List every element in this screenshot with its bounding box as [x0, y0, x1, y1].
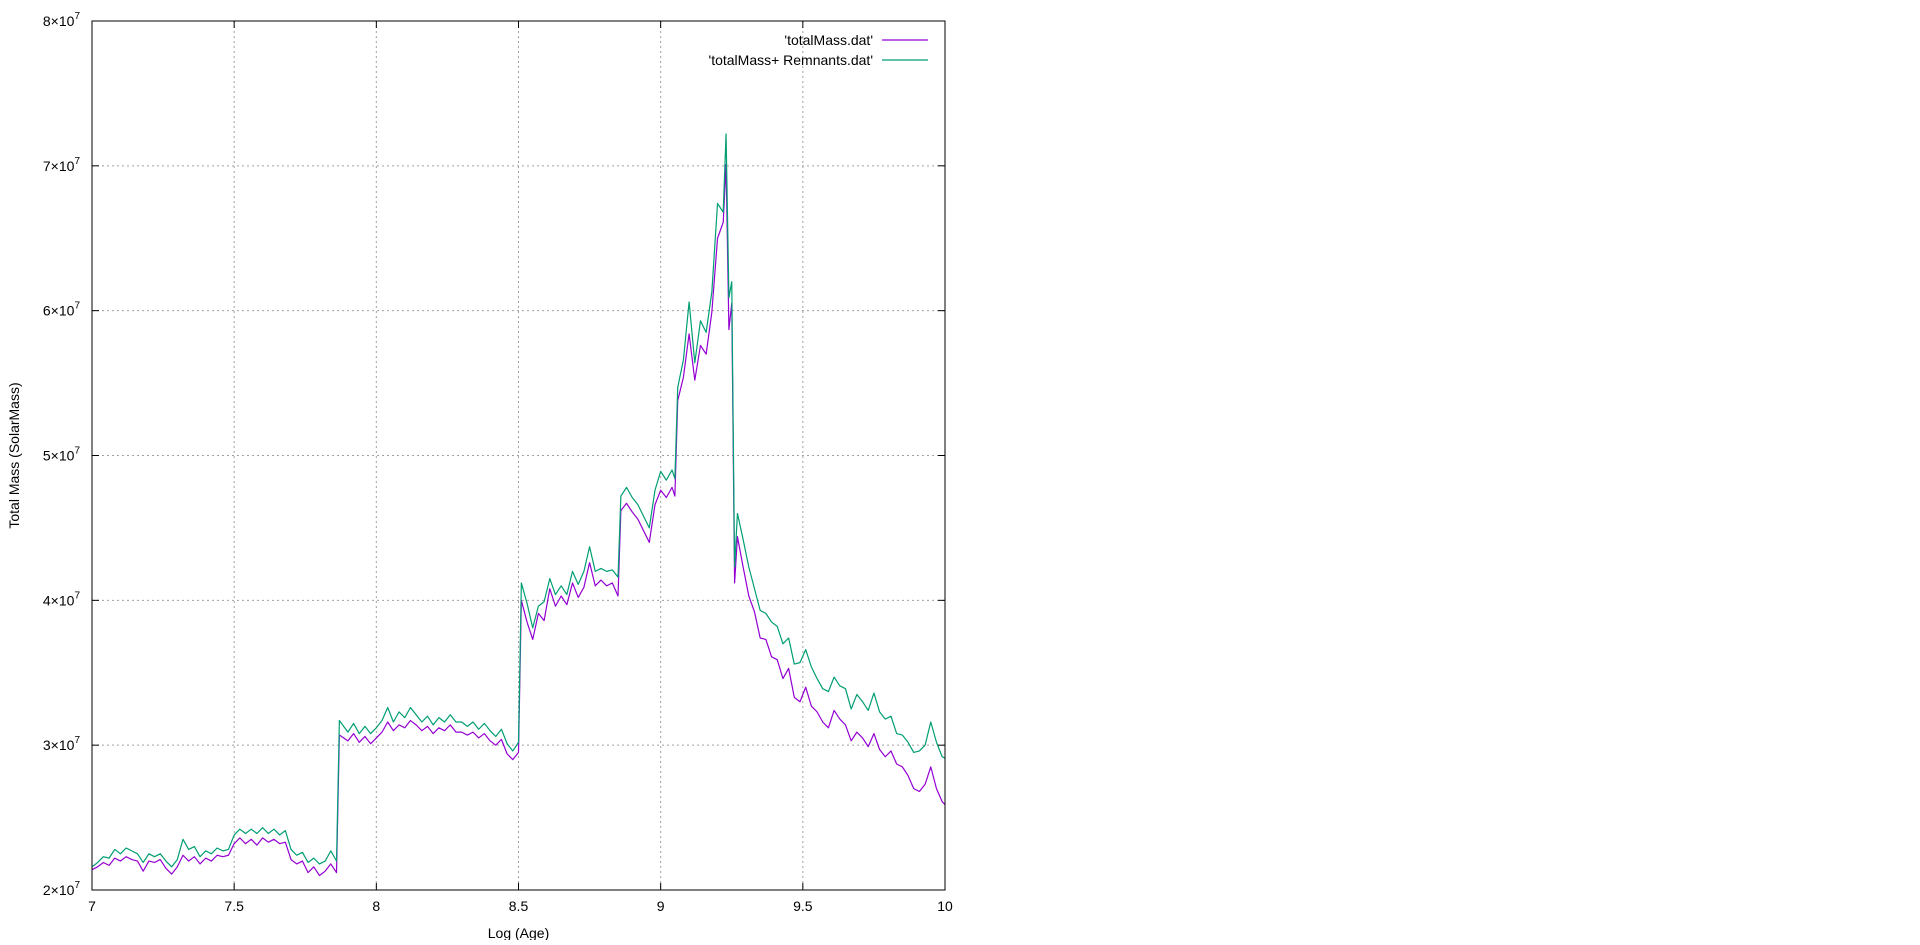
legend-label-2: 'totalMass+ Remnants.dat' — [709, 52, 873, 68]
x-tick-label: 9.5 — [793, 898, 813, 914]
legend: 'totalMass.dat' 'totalMass+ Remnants.dat' — [709, 32, 928, 68]
y-tick-label: 7×107 — [43, 156, 81, 174]
x-tick-label: 10 — [937, 898, 953, 914]
series-line-2 — [91, 133, 946, 868]
x-tick-label: 7 — [88, 898, 96, 914]
y-tick-label: 3×107 — [43, 735, 81, 753]
x-tick-label: 9 — [657, 898, 665, 914]
series-line-1 — [91, 163, 946, 877]
x-tick-label: 7.5 — [224, 898, 244, 914]
grid-layer — [92, 21, 945, 890]
y-tick-label: 8×107 — [43, 11, 81, 29]
series-layer — [91, 133, 946, 877]
legend-label-1: 'totalMass.dat' — [784, 32, 873, 48]
tick-layer: 7 7.5 8 8.5 9 9.5 10 2×107 3×107 4×107 5×107 6×107 7… — [43, 11, 953, 914]
x-tick-label: 8 — [372, 898, 380, 914]
y-tick-label: 2×107 — [43, 880, 81, 898]
y-axis-label: Total Mass (SolarMass) — [6, 382, 22, 528]
x-axis-label: Log (Age) — [488, 925, 549, 940]
y-tick-label: 5×107 — [43, 446, 81, 464]
y-tick-label: 4×107 — [43, 590, 81, 608]
y-tick-label: 6×107 — [43, 301, 81, 319]
x-tick-label: 8.5 — [509, 898, 529, 914]
